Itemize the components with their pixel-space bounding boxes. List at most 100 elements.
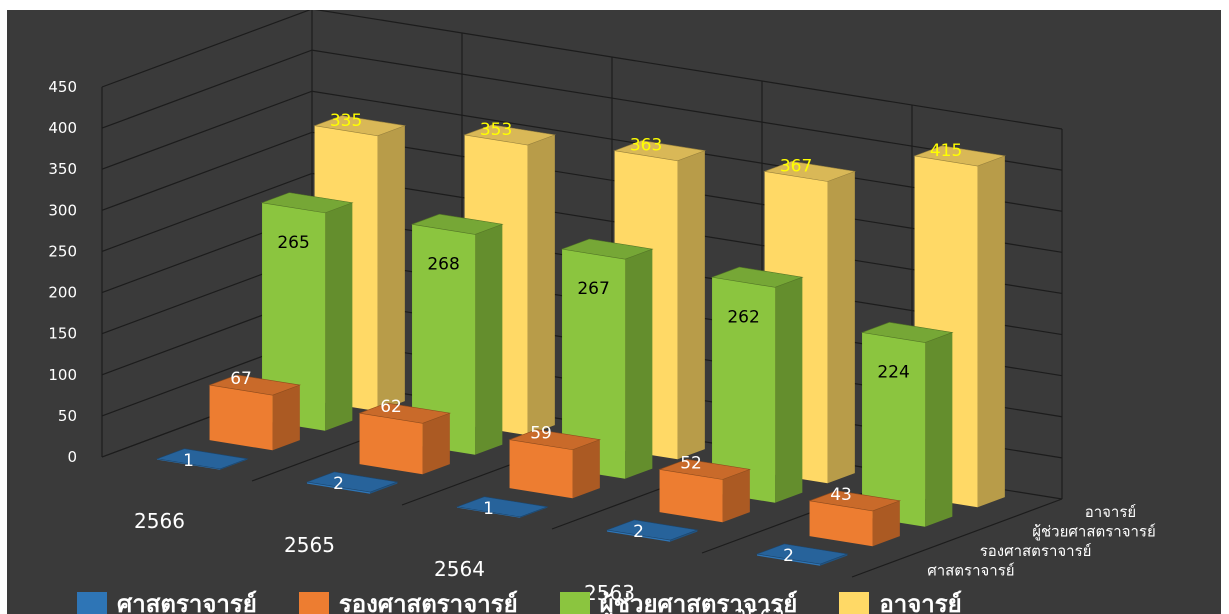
data-label: 367 xyxy=(780,156,812,176)
bar-top xyxy=(455,496,549,518)
data-label: 353 xyxy=(480,120,512,140)
data-label: 1 xyxy=(483,499,494,519)
bar-side xyxy=(325,202,353,431)
y-tick-label: 400 xyxy=(48,119,77,137)
bar-top xyxy=(658,458,752,480)
bar-side xyxy=(925,332,953,527)
bar-1-0 xyxy=(307,482,371,494)
chart-area: 0 50 100 150 200 250 300 350 400 450 335 353 363 367 4… xyxy=(7,10,1221,614)
bar-4-0 xyxy=(757,554,821,566)
legend-item-lecturer: อาจารย์ xyxy=(839,584,962,614)
bar-top xyxy=(763,160,857,182)
bar-side xyxy=(422,413,450,475)
bar-top xyxy=(860,322,954,343)
data-label: 67 xyxy=(230,369,252,389)
bar-3-2 xyxy=(712,277,776,503)
depth-axis-label: รองศาสตราจารย์ xyxy=(980,542,1092,560)
bar-top xyxy=(755,543,849,565)
bar-side xyxy=(977,155,1005,508)
data-label: 267 xyxy=(577,279,609,299)
y-tick-label: 350 xyxy=(48,160,77,178)
legend-label: ศาสตราจารย์ xyxy=(117,589,257,614)
data-label: 62 xyxy=(380,397,402,417)
y-tick-label: 250 xyxy=(48,242,77,260)
depth-axis-label: ผู้ช่วยศาสตราจารย์ xyxy=(1032,523,1156,541)
gridline xyxy=(101,10,1063,130)
data-label: 59 xyxy=(530,424,552,444)
bar-top xyxy=(313,115,407,137)
legend-swatch xyxy=(839,592,870,614)
data-label: 2 xyxy=(783,546,794,566)
data-label: 43 xyxy=(830,485,852,505)
bar-side xyxy=(625,249,653,479)
data-label: 262 xyxy=(727,307,759,327)
x-tick-label: 2565 xyxy=(284,533,335,557)
data-label: 224 xyxy=(877,363,909,383)
bar-side xyxy=(827,171,855,484)
legend-label: รองศาสตราจารย์ xyxy=(338,589,518,614)
y-tick-label: 100 xyxy=(48,366,77,384)
data-label: 363 xyxy=(630,136,662,156)
bar-3-0 xyxy=(607,530,671,542)
data-label: 2 xyxy=(333,474,344,494)
bar-side xyxy=(475,224,503,455)
bar-3-1 xyxy=(659,469,723,523)
bar-top xyxy=(305,471,399,493)
bar-2-2 xyxy=(562,249,626,479)
legend-item-associate-professor: รองศาสตราจารย์ xyxy=(298,584,518,614)
bar-4-1 xyxy=(809,500,873,547)
data-label: 415 xyxy=(930,141,962,161)
bar-side xyxy=(670,529,698,542)
y-tick-label: 50 xyxy=(58,407,77,425)
bar-side xyxy=(872,500,900,547)
x-tick-label: 2564 xyxy=(434,557,485,581)
bar-side xyxy=(377,125,405,412)
bar-side xyxy=(722,469,750,523)
x-tick-label: 2563 xyxy=(584,581,635,605)
bar-top xyxy=(560,238,654,260)
bar-top xyxy=(613,140,707,162)
bar-1-1 xyxy=(359,413,423,475)
bar-side xyxy=(572,439,600,499)
legend-item-professor: ศาสตราจารย์ xyxy=(77,584,257,614)
chart-legend: ศาสตราจารย์ รองศาสตราจารย์ ผู้ช่วยศาสตรา… xyxy=(77,588,962,614)
bar-1-2 xyxy=(412,224,476,455)
bar-2-1 xyxy=(509,439,573,499)
bar-0-2 xyxy=(262,202,326,431)
bar-top xyxy=(358,402,452,424)
bar-top xyxy=(208,374,302,396)
bar-side xyxy=(527,134,555,436)
data-label: 268 xyxy=(427,254,459,274)
y-tick-label: 150 xyxy=(48,325,77,343)
x-tick-label: 2562 xyxy=(734,605,785,614)
bar-side xyxy=(775,277,803,503)
data-label: 265 xyxy=(277,233,309,253)
bar-top xyxy=(260,192,354,214)
legend-swatch xyxy=(77,592,107,614)
x-tick-label: 2566 xyxy=(134,509,185,533)
y-tick-label: 200 xyxy=(48,284,77,302)
bar-top xyxy=(508,429,602,451)
legend-item-assistant-professor: ผู้ช่วยศาสตราจารย์ xyxy=(559,584,797,614)
bar-side xyxy=(272,385,300,451)
bar-side xyxy=(677,150,705,460)
bar-top xyxy=(710,266,804,288)
bar-side xyxy=(370,481,398,494)
legend-swatch xyxy=(559,592,590,614)
bar-top xyxy=(155,448,249,470)
legend-swatch xyxy=(298,592,329,614)
gridline xyxy=(101,49,1063,171)
y-tick-label: 450 xyxy=(48,78,77,96)
data-label: 52 xyxy=(680,453,702,473)
bar-side xyxy=(820,553,848,566)
bar-top xyxy=(605,519,699,541)
data-label: 335 xyxy=(330,111,362,131)
bar-top xyxy=(410,213,504,235)
bar-0-1 xyxy=(209,385,273,451)
bar-chart-3d: 0 50 100 150 200 250 300 350 400 450 335 353 363 367 4… xyxy=(48,10,1156,614)
y-tick-label: 0 xyxy=(67,448,77,466)
data-label: 2 xyxy=(633,522,644,542)
bar-top xyxy=(913,145,1007,167)
floor-line xyxy=(851,498,1063,578)
depth-axis-label: อาจารย์ xyxy=(1085,503,1137,521)
